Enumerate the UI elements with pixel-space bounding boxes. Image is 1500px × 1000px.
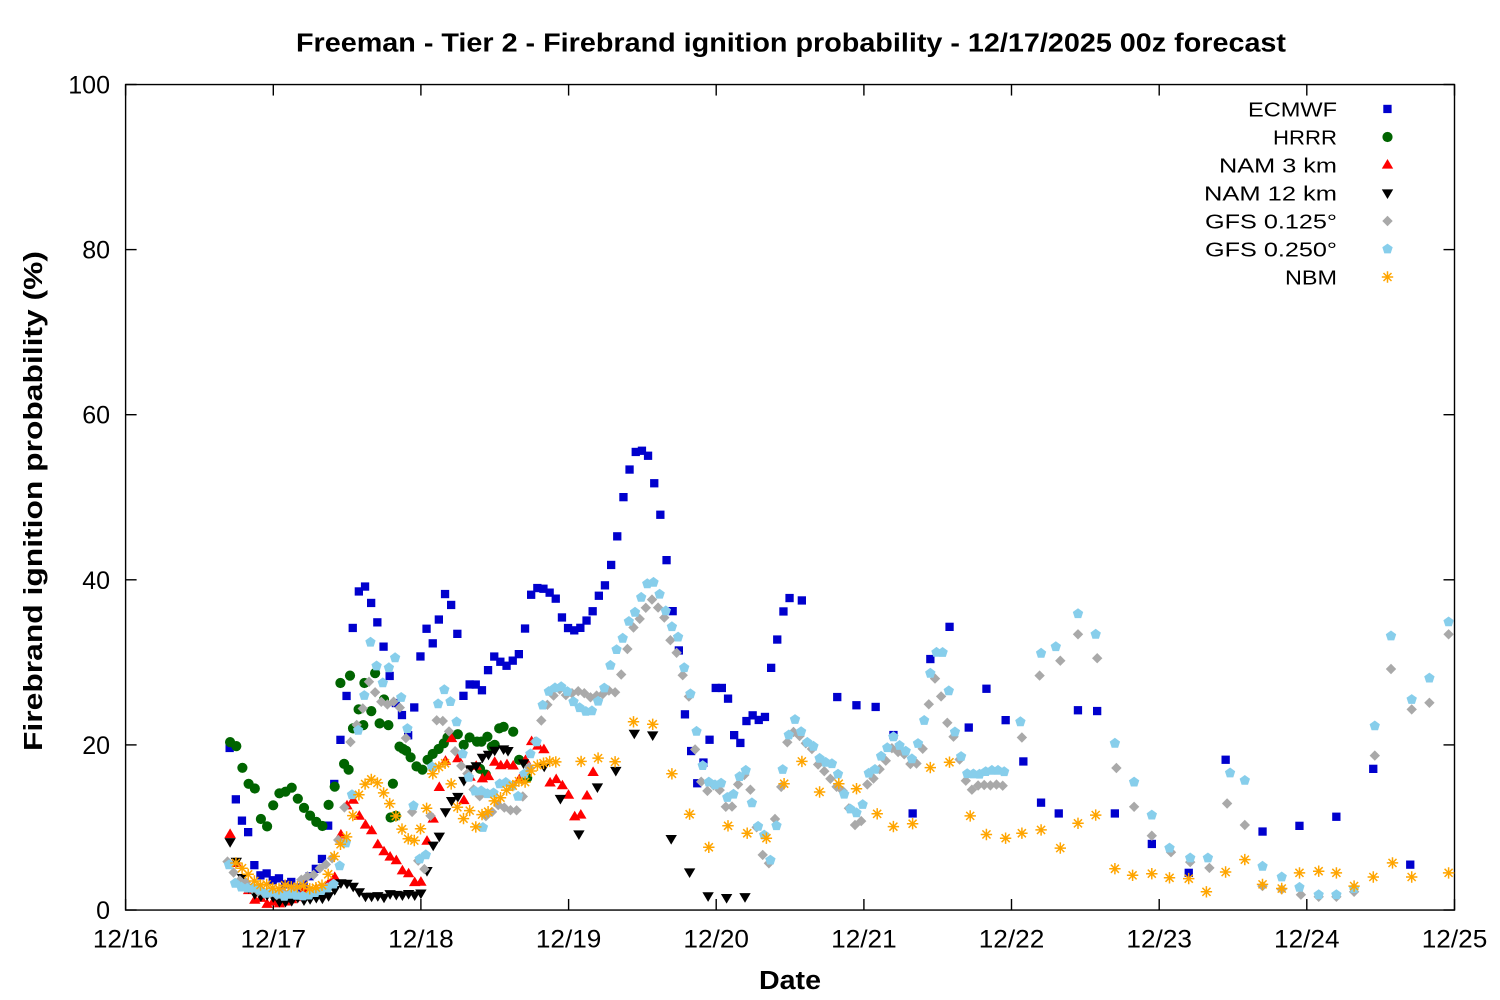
svg-text:NBM: NBM: [1285, 267, 1337, 289]
svg-text:0: 0: [96, 897, 110, 925]
svg-text:Date: Date: [759, 967, 821, 995]
svg-text:ECMWF: ECMWF: [1248, 99, 1337, 121]
svg-text:HRRR: HRRR: [1273, 127, 1337, 149]
svg-text:12/17: 12/17: [241, 926, 307, 954]
svg-text:12/25: 12/25: [1422, 926, 1488, 954]
svg-text:12/21: 12/21: [831, 926, 897, 954]
svg-text:Freeman - Tier 2 - Firebrand i: Freeman - Tier 2 - Firebrand ignition pr…: [296, 30, 1287, 58]
svg-text:Firebrand ignition probability: Firebrand ignition probability (%): [20, 251, 48, 751]
svg-text:100: 100: [68, 72, 110, 100]
svg-text:NAM 3 km: NAM 3 km: [1219, 155, 1337, 177]
svg-text:80: 80: [82, 237, 110, 265]
svg-text:20: 20: [82, 732, 110, 760]
svg-text:60: 60: [82, 402, 110, 430]
svg-text:12/23: 12/23: [1126, 926, 1192, 954]
svg-text:12/16: 12/16: [93, 926, 159, 954]
svg-text:12/19: 12/19: [536, 926, 602, 954]
svg-text:12/22: 12/22: [979, 926, 1045, 954]
svg-text:12/24: 12/24: [1274, 926, 1340, 954]
svg-text:NAM 12 km: NAM 12 km: [1204, 183, 1337, 205]
svg-text:GFS 0.250°: GFS 0.250°: [1205, 239, 1337, 261]
svg-text:40: 40: [82, 567, 110, 595]
svg-text:GFS 0.125°: GFS 0.125°: [1205, 211, 1337, 233]
svg-text:12/18: 12/18: [388, 926, 454, 954]
svg-text:12/20: 12/20: [683, 926, 749, 954]
